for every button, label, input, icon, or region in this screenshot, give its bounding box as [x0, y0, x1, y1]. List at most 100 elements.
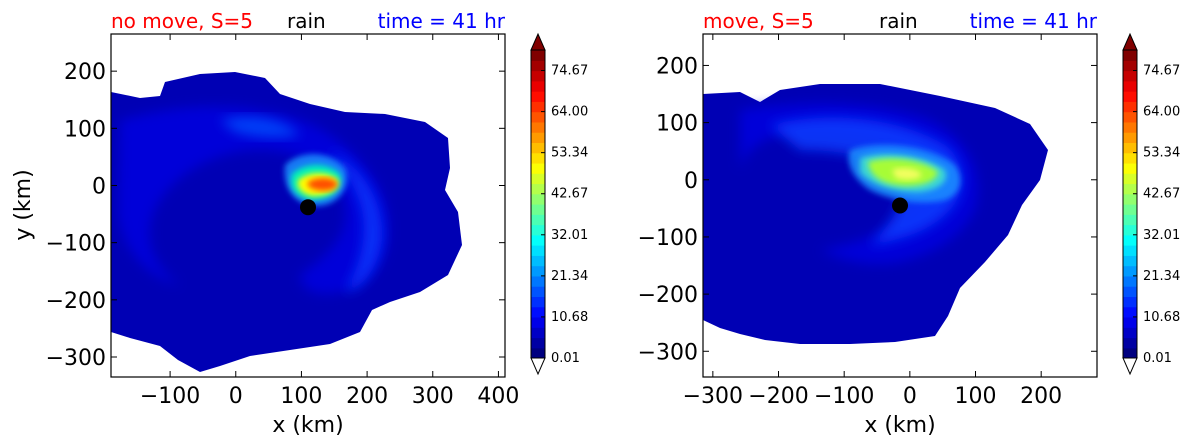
- right-colorbar-band: [1123, 132, 1137, 143]
- right-colorbar-band: [1123, 316, 1137, 328]
- panel-left-title-case: no move, S=5: [111, 9, 253, 33]
- right-colorbar-band: [1123, 173, 1137, 185]
- left-colorbar-band: [531, 142, 545, 154]
- left-colorbar-band: [531, 296, 545, 308]
- right-colorbar-band: [1123, 80, 1137, 92]
- right-colorbar-band: [1123, 224, 1137, 236]
- left-ytick-label: −300: [46, 346, 106, 371]
- left-colorbar-band: [531, 91, 545, 102]
- left-ytick-label: 100: [64, 117, 106, 142]
- left-colorbar-band: [531, 286, 545, 297]
- left-colorbar-tick-label: 32.01: [551, 228, 588, 243]
- left-colorbar-band: [531, 193, 545, 205]
- left-colorbar-band: [531, 327, 545, 339]
- right-colorbar-band: [1123, 286, 1137, 297]
- right-colorbar-extend-max: [1122, 32, 1138, 51]
- right-xtick-label: −200: [748, 384, 808, 409]
- right-xtick-label: 200: [1020, 384, 1062, 409]
- left-ytick-label: −200: [46, 289, 106, 314]
- right-colorbar-band: [1123, 70, 1137, 82]
- right-colorbar-tick-label: 74.67: [1143, 64, 1180, 79]
- right-ytick-label: 100: [656, 112, 698, 137]
- left-colorbar-band: [531, 306, 545, 318]
- left-colorbar-band: [531, 50, 545, 61]
- right-colorbar-band: [1123, 234, 1137, 246]
- left-colorbar-band: [531, 255, 545, 267]
- right-xtick-label: 100: [955, 384, 997, 409]
- left-colorbar-tick-label: 21.34: [551, 269, 588, 284]
- right-colorbar-band: [1123, 101, 1137, 113]
- panel-right-title-time: time = 41 hr: [970, 9, 1098, 33]
- panel-right-storm-center-marker: [892, 197, 908, 214]
- left-colorbar-band: [531, 265, 545, 277]
- left-xtick-label: −100: [140, 384, 200, 409]
- right-colorbar-tick-label: 64.00: [1143, 105, 1180, 120]
- right-colorbar-band: [1123, 275, 1137, 287]
- left-colorbar-band: [531, 224, 545, 236]
- panel-right-axes-frame: [702, 33, 1098, 378]
- left-colorbar-band: [531, 60, 545, 72]
- left-colorbar-band: [531, 214, 545, 226]
- left-colorbar-band: [531, 173, 545, 185]
- panel-left-storm-center-marker: [300, 199, 316, 216]
- right-colorbar-band: [1123, 111, 1137, 123]
- right-colorbar-band: [1123, 121, 1137, 133]
- panel-left-colorbar: 0.01 10.68 21.34 32.01 42.67 53.34 64.00 74.67: [530, 32, 588, 376]
- panel-right-xlabel: x (km): [864, 413, 935, 438]
- left-colorbar-extend-min: [530, 357, 546, 376]
- left-xtick-label: 400: [477, 384, 519, 409]
- right-xtick-label: −100: [814, 384, 874, 409]
- right-colorbar-band: [1123, 152, 1137, 164]
- left-colorbar-band: [531, 80, 545, 92]
- left-colorbar-tick-label: 64.00: [551, 105, 588, 120]
- left-colorbar-band: [531, 316, 545, 328]
- left-colorbar-band: [531, 121, 545, 133]
- left-colorbar-frame: [530, 49, 546, 359]
- right-colorbar-tick-label: 0.01: [1143, 351, 1172, 366]
- panel-left-ticks: −100 0 100 200 300 400 200 100 0 −100 −200 −300: [46, 34, 519, 409]
- right-colorbar-band: [1123, 306, 1137, 318]
- panel-left-title-field: rain: [287, 9, 326, 33]
- right-colorbar-band: [1123, 60, 1137, 72]
- left-xtick-label: 0: [229, 384, 243, 409]
- left-colorbar-tick-label: 74.67: [551, 64, 588, 79]
- right-colorbar-band: [1123, 347, 1137, 359]
- panel-left-rain-field: [111, 72, 462, 372]
- panel-left-title-time: time = 41 hr: [378, 9, 506, 33]
- right-colorbar-tick-label: 42.67: [1143, 187, 1180, 202]
- right-ytick-label: −100: [638, 226, 698, 251]
- left-ytick-label: 200: [64, 60, 106, 85]
- left-colorbar-band: [531, 234, 545, 246]
- right-colorbar-band: [1123, 183, 1137, 195]
- right-ytick-label: 200: [656, 54, 698, 79]
- left-ytick-label: 0: [92, 174, 106, 199]
- left-colorbar-band: [531, 132, 545, 143]
- panel-right-rain-field: [703, 84, 1048, 344]
- left-colorbar-tick-label: 10.68: [551, 310, 588, 325]
- right-colorbar-extend-min: [1122, 357, 1138, 376]
- right-ytick-label: −200: [638, 283, 698, 308]
- panel-left-ylabel: y (km): [11, 169, 36, 240]
- panel-right-colorbar: 0.01 10.68 21.34 32.01 42.67 53.34 64.00 74.67: [1122, 32, 1180, 376]
- right-xtick-label: −300: [683, 384, 743, 409]
- left-colorbar-tick-label: 53.34: [551, 146, 588, 161]
- right-colorbar-frame: [1122, 49, 1138, 359]
- left-xtick-label: 200: [346, 384, 388, 409]
- right-colorbar-band: [1123, 214, 1137, 226]
- right-xtick-label: 0: [903, 384, 917, 409]
- left-colorbar-tick-label: 42.67: [551, 187, 588, 202]
- left-colorbar-band: [531, 183, 545, 195]
- left-colorbar-band: [531, 245, 545, 256]
- right-colorbar-band: [1123, 255, 1137, 267]
- right-colorbar-band: [1123, 204, 1137, 215]
- left-colorbar-tick-label: 0.01: [551, 351, 580, 366]
- right-colorbar-band: [1123, 162, 1137, 174]
- right-colorbar-band: [1123, 296, 1137, 308]
- left-colorbar-band: [531, 337, 545, 349]
- panel-right-title-field: rain: [879, 9, 918, 33]
- left-colorbar-band: [531, 111, 545, 123]
- right-colorbar-tick-label: 10.68: [1143, 310, 1180, 325]
- right-colorbar-band: [1123, 327, 1137, 339]
- panel-right-title-case: move, S=5: [703, 9, 814, 33]
